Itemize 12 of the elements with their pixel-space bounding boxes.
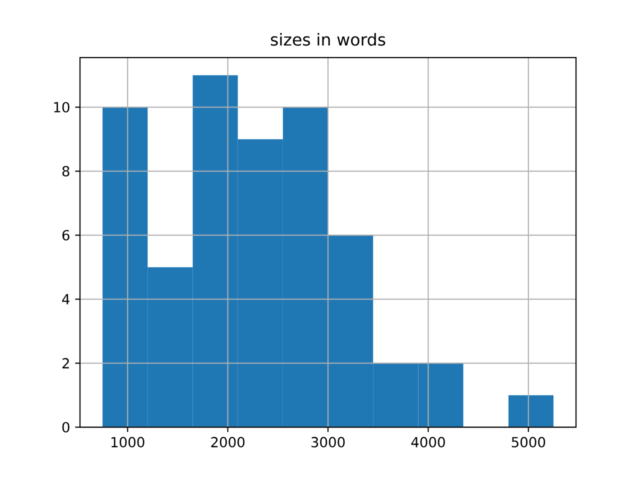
x-tick-label: 1000 [112,436,144,448]
x-tick-label: 2000 [211,436,244,448]
y-tick-label: 2 [62,358,69,368]
y-tick-label: 0 [62,422,70,432]
y-tick-label: 6 [62,230,70,240]
y-tick-label: 4 [62,294,70,304]
x-tick-label: 4000 [411,436,445,448]
y-tick-label: 8 [62,166,70,176]
x-tick-label: 5000 [512,436,546,448]
x-tick-label: 3000 [311,436,345,448]
chart-title: sizes in words [270,32,386,46]
y-tick-label: 10 [54,102,70,112]
